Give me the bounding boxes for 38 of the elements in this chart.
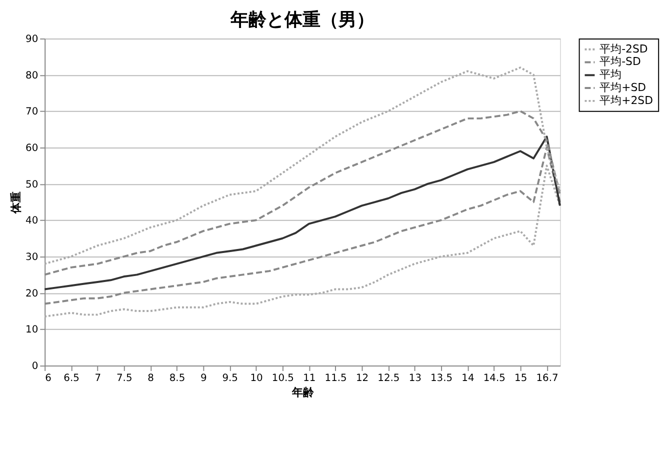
x-tick-label: 13 [408,372,422,384]
x-tick-label: 12.5 [378,372,400,384]
x-tick-label: 9.5 [222,372,238,384]
x-tick-label: 10.5 [272,372,294,384]
x-tick-label: 11.5 [324,372,347,384]
y-tick-label: 20 [26,288,38,300]
x-tick-label: 12 [356,372,369,384]
legend-label: 平均+2SD [600,94,653,107]
x-tick-label: 13.5 [430,372,453,384]
x-axis-title: 年齢 [290,386,315,399]
legend-label: 平均-SD [600,55,641,68]
x-tick-label: 15 [514,372,528,384]
y-tick-label: 10 [26,324,38,336]
legend-label: 平均 [600,68,622,82]
x-tick-label: 14.5 [483,372,506,384]
y-tick-label: 80 [26,70,38,82]
x-tick-label: 8 [148,372,154,384]
y-axis-title: 体重 [10,192,23,215]
legend-label: 平均+SD [600,81,646,94]
x-tick-label: 9 [200,372,207,384]
x-tick-label: 11 [303,372,316,384]
x-tick-label: 6.5 [64,372,80,384]
y-tick-label: 0 [32,361,38,372]
chart-title: 年齢と体重（男） [229,10,374,31]
x-tick-label: 16.7 [536,372,558,384]
x-tick-label: 8.5 [169,372,186,384]
legend-label: 平均-2SD [600,42,648,56]
y-tick-label: 60 [26,142,38,154]
y-tick-label: 70 [26,106,38,118]
x-tick-label: 7 [94,372,102,384]
x-tick-label: 6 [45,372,52,384]
y-tick-label: 90 [26,34,38,45]
x-tick-label: 7.5 [116,372,132,384]
x-tick-label: 10 [250,372,263,384]
y-tick-label: 40 [26,216,38,227]
y-tick-label: 50 [26,179,38,190]
y-tick-label: 30 [26,252,38,263]
x-tick-label: 14 [462,372,474,384]
